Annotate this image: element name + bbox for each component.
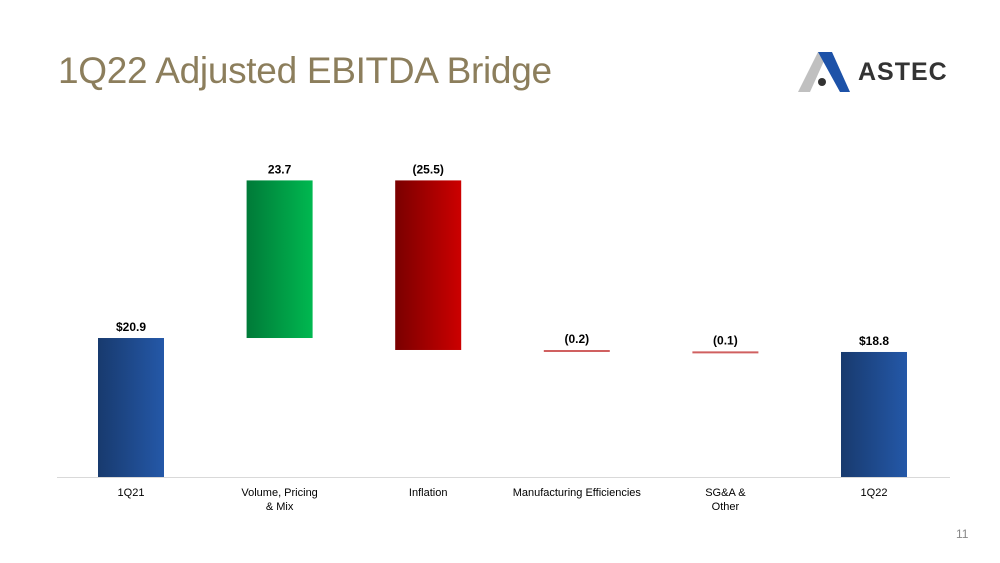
category-label: & Mix: [266, 501, 294, 513]
bar-5: [841, 351, 907, 477]
data-label: $20.9: [116, 320, 146, 334]
category-label: 1Q21: [118, 487, 145, 499]
data-label: $18.8: [859, 334, 889, 348]
category-label: SG&A &: [705, 487, 746, 499]
logo-text: ASTEC: [858, 58, 948, 86]
category-label: Volume, Pricing: [241, 487, 317, 499]
data-label: (25.5): [413, 162, 444, 176]
category-label: Other: [712, 501, 740, 513]
bar-0: [98, 338, 164, 477]
page-number: 11: [956, 527, 969, 541]
bar-1: [246, 180, 313, 339]
data-label: (0.2): [564, 332, 589, 346]
category-label: Manufacturing Efficiencies: [513, 487, 642, 499]
astec-logo-icon: [798, 52, 850, 92]
category-label: 1Q22: [861, 487, 888, 499]
page-title: 1Q22 Adjusted EBITDA Bridge: [58, 50, 552, 91]
data-label: (0.1): [713, 333, 738, 347]
category-label: Inflation: [409, 487, 448, 499]
data-label: 23.7: [268, 162, 292, 176]
bar-2: [395, 180, 462, 350]
astec-logo: ASTEC: [796, 48, 971, 96]
